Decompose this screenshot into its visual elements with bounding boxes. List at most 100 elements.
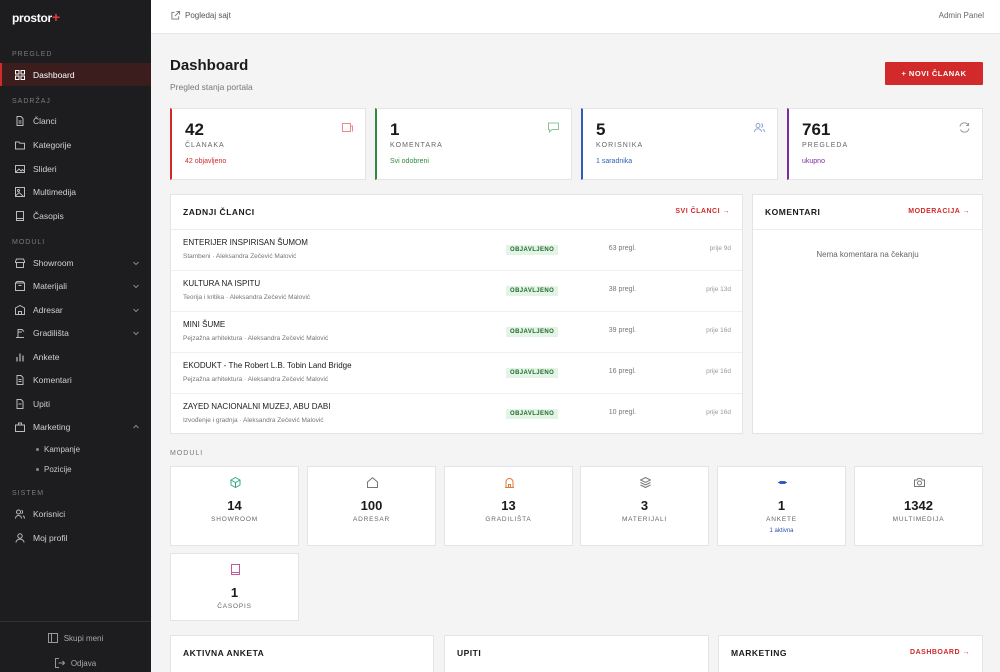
status-badge: OBJAVLJENO	[506, 245, 559, 255]
nav-group-moduli: MODULI	[12, 239, 46, 246]
module-card-showroom[interactable]: 14 SHOWROOM	[170, 466, 299, 546]
sidebar-item-upiti[interactable]: Upiti	[0, 392, 151, 415]
sidebar-item-profil[interactable]: Moj profil	[0, 526, 151, 549]
sidebar: prostor+ PREGLED Dashboard SADRŽAJ Članc…	[0, 0, 151, 672]
external-link-icon	[171, 11, 180, 20]
nav-group-pregled: PREGLED	[12, 51, 53, 58]
article-row[interactable]: ZAYED NACIONALNI MUZEJ, ABU DABI Izvođen…	[171, 394, 742, 435]
article-title[interactable]: MINI ŠUME	[183, 320, 226, 329]
sidebar-item-label: Upiti	[33, 398, 51, 409]
sidebar-item-materijali[interactable]: Materijali	[0, 274, 151, 297]
module-card-ankete[interactable]: 1 ANKETE 1 aktivna	[717, 466, 846, 546]
sidebar-divider	[0, 621, 151, 622]
empty-state: Nema komentara na čekanju	[816, 250, 919, 259]
chevron-down-icon	[133, 331, 139, 335]
sidebar-item-label: Gradilišta	[33, 327, 69, 338]
module-label: MATERIJALI	[621, 516, 668, 523]
module-card-materijali[interactable]: 3 MATERIJALI	[580, 466, 709, 546]
module-value: 3	[640, 498, 649, 513]
users-icon	[754, 123, 765, 133]
bullet-icon	[36, 448, 39, 451]
latest-articles-panel: ZADNJI ČLANCI SVI ČLANCI → ENTERIJER INS…	[170, 194, 743, 434]
all-articles-link[interactable]: SVI ČLANCI →	[675, 208, 730, 215]
collapse-menu-button[interactable]: Skupi meni	[0, 633, 151, 643]
module-card-multimedija[interactable]: 1342 MULTIMEDIJA	[854, 466, 983, 546]
status-badge: OBJAVLJENO	[506, 327, 559, 337]
module-card-gradilista[interactable]: 13 GRADILIŠTA	[444, 466, 573, 546]
module-label: ADRESAR	[352, 516, 391, 523]
marketing-panel: MARKETING DASHBOARD →	[718, 635, 983, 672]
stat-value: 1	[390, 120, 400, 139]
document-icon	[16, 115, 24, 126]
sidebar-item-label: Multimedija	[33, 186, 76, 197]
user-icon	[15, 532, 25, 543]
article-title[interactable]: EKODUKT - The Robert L.B. Tobin Land Bri…	[183, 361, 352, 370]
stat-card-articles[interactable]: 42 ČLANAKA 42 objavljeno	[170, 108, 366, 180]
article-title[interactable]: ZAYED NACIONALNI MUZEJ, ABU DABI	[183, 402, 331, 411]
chevron-down-icon	[133, 284, 139, 288]
moderation-link[interactable]: MODERACIJA →	[908, 208, 970, 215]
sidebar-item-clanci[interactable]: Članci	[0, 109, 151, 132]
stat-sub: ukupno	[802, 158, 825, 165]
stat-card-views[interactable]: 761 PREGLEDA ukupno	[787, 108, 983, 180]
panel-title: UPITI	[457, 648, 482, 658]
book-icon	[16, 210, 24, 221]
sidebar-item-label: Korisnici	[33, 508, 66, 519]
layers-icon	[640, 477, 651, 488]
article-title[interactable]: ENTERIJER INSPIRISAN ŠUMOM	[183, 238, 308, 247]
article-title[interactable]: KULTURA NA ISPITU	[183, 279, 261, 288]
refresh-icon	[959, 122, 970, 133]
stat-card-comments[interactable]: 1 KOMENTARA Svi odobreni	[375, 108, 572, 180]
sidebar-item-korisnici[interactable]: Korisnici	[0, 502, 151, 525]
marketing-dashboard-link[interactable]: DASHBOARD →	[910, 649, 970, 656]
sidebar-item-adresar[interactable]: Adresar	[0, 298, 151, 321]
sidebar-item-komentari[interactable]: Komentari	[0, 368, 151, 391]
module-value: 1	[777, 498, 786, 513]
stat-label: ČLANAKA	[185, 142, 225, 149]
sidebar-item-label: Komentari	[33, 374, 72, 385]
article-date: prije 16d	[706, 409, 731, 416]
article-row[interactable]: MINI ŠUME Pejzažna arhitektura · Aleksan…	[171, 312, 742, 353]
module-card-casopis[interactable]: 1 ČASOPIS	[170, 553, 299, 621]
poll-icon	[778, 481, 787, 484]
sidebar-item-gradilista[interactable]: Gradilišta	[0, 321, 151, 344]
view-site-link[interactable]: Pogledaj sajt	[171, 11, 231, 20]
stat-card-users[interactable]: 5 KORISNIKA 1 saradnika	[581, 108, 778, 180]
chevron-down-icon	[133, 308, 139, 312]
stat-label: KORISNIKA	[596, 142, 644, 149]
sidebar-item-label: Dashboard	[33, 69, 75, 80]
sidebar-item-label: Moj profil	[33, 532, 68, 543]
new-article-button[interactable]: + NOVI ČLANAK	[885, 62, 983, 85]
topbar: Pogledaj sajt Admin Panel	[151, 0, 1000, 34]
sidebar-item-showroom[interactable]: Showroom	[0, 251, 151, 274]
sidebar-item-kategorije[interactable]: Kategorije	[0, 133, 151, 156]
crane-icon	[16, 328, 25, 338]
article-row[interactable]: EKODUKT - The Robert L.B. Tobin Land Bri…	[171, 353, 742, 394]
comment-icon	[16, 374, 24, 385]
sidebar-item-dashboard[interactable]: Dashboard	[0, 63, 151, 86]
sidebar-item-casopis[interactable]: Časopis	[0, 204, 151, 227]
module-card-adresar[interactable]: 100 ADRESAR	[307, 466, 436, 546]
logo[interactable]: prostor+	[12, 9, 60, 25]
article-row[interactable]: KULTURA NA ISPITU Teorija i kritika · Al…	[171, 271, 742, 312]
sidebar-item-label: Marketing	[33, 421, 71, 432]
nav-group-sadrzaj: SADRŽAJ	[12, 98, 51, 105]
divider	[171, 229, 742, 230]
sidebar-item-multimedija[interactable]: Multimedija	[0, 180, 151, 203]
article-row[interactable]: ENTERIJER INSPIRISAN ŠUMOM Stambeni · Al…	[171, 230, 742, 271]
article-views: 39 pregl.	[608, 327, 636, 334]
sidebar-subitem-pozicije[interactable]: Pozicije	[36, 465, 72, 474]
divider	[753, 229, 982, 230]
sidebar-item-slideri[interactable]: Slideri	[0, 157, 151, 180]
article-meta: Izvođenje i gradnja · Aleksandra Zečević…	[183, 417, 324, 424]
sidebar-item-ankete[interactable]: Ankete	[0, 345, 151, 368]
module-label: ANKETE	[766, 516, 797, 523]
cube-icon	[230, 477, 241, 488]
bar-chart-icon	[16, 353, 24, 361]
sidebar-item-label: Časopis	[33, 210, 64, 221]
sidebar-item-marketing[interactable]: Marketing	[0, 415, 151, 438]
home-icon	[367, 477, 378, 488]
camera-icon	[914, 478, 925, 487]
logout-button[interactable]: Odjava	[0, 658, 151, 668]
sidebar-subitem-kampanje[interactable]: Kampanje	[36, 445, 80, 454]
